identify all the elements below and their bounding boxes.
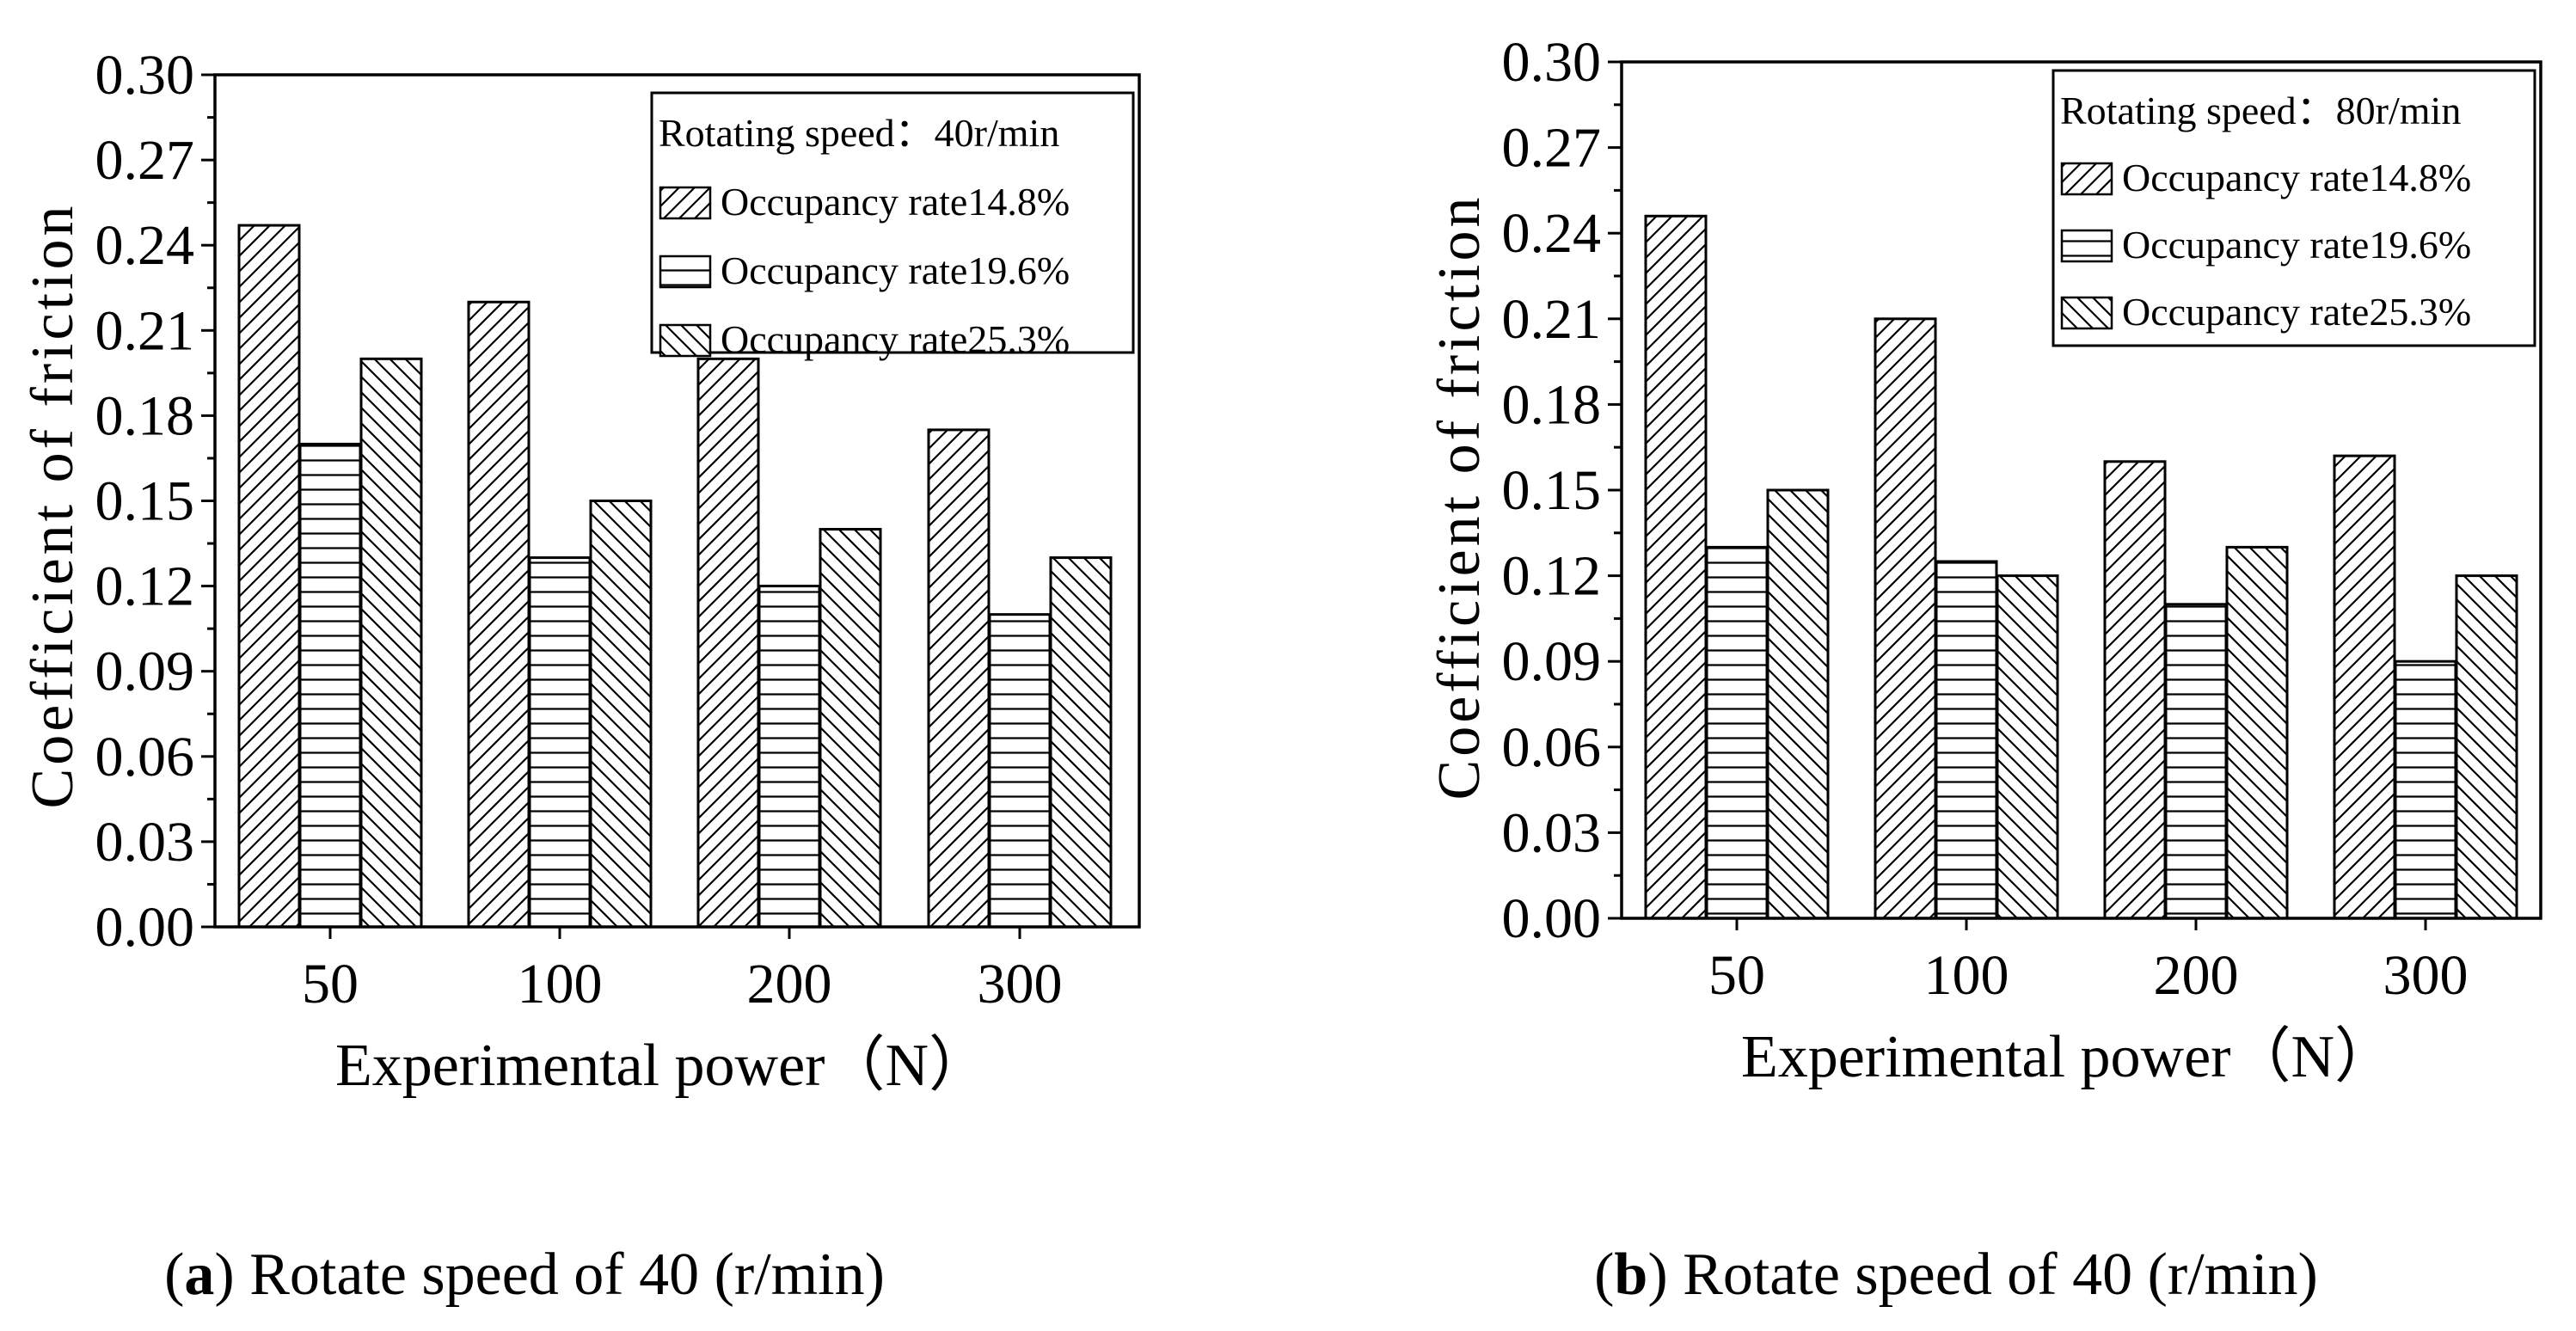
legend-title-b: Rotating speed：80r/min	[2060, 89, 2461, 132]
y-tick-label-a: 0.00	[95, 896, 195, 959]
y-tick-label-b: 0.09	[1502, 630, 1602, 693]
x-axis-title-a: Experimental power（N）	[335, 1033, 989, 1099]
chart-panel-a: 0.00 0.03 0.06 0.09 0.12 0.15 0.18 0.21 0.24 0.27…	[20, 44, 1141, 1308]
y-tick-label-a: 0.30	[95, 44, 195, 107]
legend-swatch-b-s3	[2060, 296, 2113, 330]
y-tick-label-b: 0.30	[1502, 31, 1602, 94]
bar-b-s3-50	[1766, 488, 1830, 920]
bar-a-s2-100	[528, 556, 592, 929]
legend-a: Rotating speed：40r/min Occupancy rate14.8…	[650, 91, 1135, 361]
legend-b: Rotating speed：80r/min Occupancy rate14.8…	[2052, 69, 2536, 347]
caption-b: (b) Rotate speed of 40 (r/min)	[1594, 1242, 2318, 1308]
legend-swatch-b-s2	[2060, 229, 2113, 263]
y-tick-label-b: 0.06	[1502, 716, 1602, 779]
bar-a-s2-300	[988, 613, 1052, 929]
x-tick-label-a-100: 100	[518, 953, 603, 1015]
caption-a: (a) Rotate speed of 40 (r/min)	[164, 1242, 885, 1308]
bar-b-s1-100	[1874, 317, 1937, 920]
bar-b-s3-300	[2455, 574, 2518, 920]
bar-b-s2-200	[2164, 603, 2228, 920]
y-tick-label-a: 0.09	[95, 641, 195, 703]
x-tick-label-b-200: 200	[2154, 944, 2239, 1007]
bar-b-s3-200	[2225, 545, 2289, 920]
y-tick-label-b: 0.27	[1502, 117, 1602, 180]
y-tick-label-a: 0.21	[95, 299, 195, 362]
bar-a-s3-300	[1049, 556, 1113, 929]
bar-a-s3-100	[589, 500, 653, 929]
legend-swatch-a-s3	[659, 323, 712, 358]
bar-b-s3-100	[1996, 574, 2059, 920]
y-tick-label-b: 0.21	[1502, 288, 1602, 351]
y-tick-label-a: 0.12	[95, 555, 195, 618]
plot-area-a: 0.00 0.03 0.06 0.09 0.12 0.15 0.18 0.21 0.24 0.27…	[95, 44, 1141, 1015]
bar-a-s2-200	[757, 585, 821, 929]
caption-text-a: Rotate speed of 40 (r/min)	[249, 1242, 885, 1308]
y-tick-label-b: 0.12	[1502, 545, 1602, 608]
chart-panel-b: 0.00 0.03 0.06 0.09 0.12 0.15 0.18 0.21 0.24 0.27…	[1426, 31, 2542, 1308]
y-tick-label-a: 0.15	[95, 470, 195, 533]
y-tick-label-a: 0.03	[95, 811, 195, 874]
y-tick-label-a: 0.18	[95, 384, 195, 447]
legend-label-b-s1: Occupancy rate14.8%	[2122, 156, 2471, 199]
y-tick-label-a: 0.24	[95, 214, 195, 277]
legend-label-a-s2: Occupancy rate19.6%	[721, 248, 1070, 292]
bar-a-s1-100	[467, 300, 531, 929]
caption-letter-b: b	[1614, 1242, 1647, 1308]
bar-b-s2-50	[1705, 545, 1769, 920]
y-tick-label-b: 0.00	[1502, 887, 1602, 950]
caption-text-b: Rotate speed of 40 (r/min)	[1683, 1242, 2318, 1308]
y-tick-label-a: 0.06	[95, 726, 195, 788]
y-tick-label-b: 0.15	[1502, 459, 1602, 522]
x-axis-title-b: Experimental power（N）	[1741, 1024, 2395, 1090]
x-tick-label-a-50: 50	[302, 953, 359, 1015]
legend-box-b	[2052, 69, 2536, 347]
x-tick-label-b-100: 100	[1924, 944, 2009, 1007]
y-axis-title-b: Coefficient of friction	[1426, 194, 1493, 800]
legend-title-a: Rotating speed：40r/min	[659, 111, 1059, 155]
x-tick-label-b-300: 300	[2383, 944, 2469, 1007]
legend-box-a	[650, 91, 1135, 354]
bar-b-s2-100	[1935, 560, 1998, 920]
legend-swatch-a-s2	[659, 255, 712, 289]
bar-b-s1-50	[1644, 214, 1708, 920]
y-axis-title-a: Coefficient of friction	[20, 203, 86, 809]
legend-swatch-a-s1	[659, 186, 712, 220]
x-tick-label-a-300: 300	[978, 953, 1063, 1015]
bar-a-s3-50	[359, 357, 423, 929]
caption-letter-a: a	[184, 1242, 214, 1308]
bar-b-s1-300	[2333, 454, 2396, 920]
bar-a-s1-300	[927, 428, 991, 929]
bar-b-s2-300	[2394, 659, 2457, 920]
legend-label-a-s3: Occupancy rate25.3%	[721, 317, 1070, 361]
bar-a-s1-50	[237, 224, 301, 929]
bar-b-s1-200	[2103, 460, 2167, 920]
bar-a-s3-200	[819, 528, 882, 929]
y-tick-label-b: 0.03	[1502, 801, 1602, 864]
y-tick-label-b: 0.18	[1502, 373, 1602, 436]
x-tick-label-a-200: 200	[747, 953, 832, 1015]
legend-label-a-s1: Occupancy rate14.8%	[721, 180, 1070, 224]
legend-label-b-s2: Occupancy rate19.6%	[2122, 223, 2471, 267]
y-tick-label-b: 0.24	[1502, 202, 1602, 265]
bar-a-s1-200	[696, 357, 760, 929]
y-tick-label-a: 0.27	[95, 129, 195, 192]
x-tick-label-b-50: 50	[1708, 944, 1765, 1007]
legend-swatch-b-s1	[2060, 162, 2113, 196]
bar-a-s2-50	[298, 442, 362, 929]
plot-area-b: 0.00 0.03 0.06 0.09 0.12 0.15 0.18 0.21 0.24 0.27…	[1502, 31, 2542, 1007]
legend-label-b-s3: Occupancy rate25.3%	[2122, 290, 2471, 334]
